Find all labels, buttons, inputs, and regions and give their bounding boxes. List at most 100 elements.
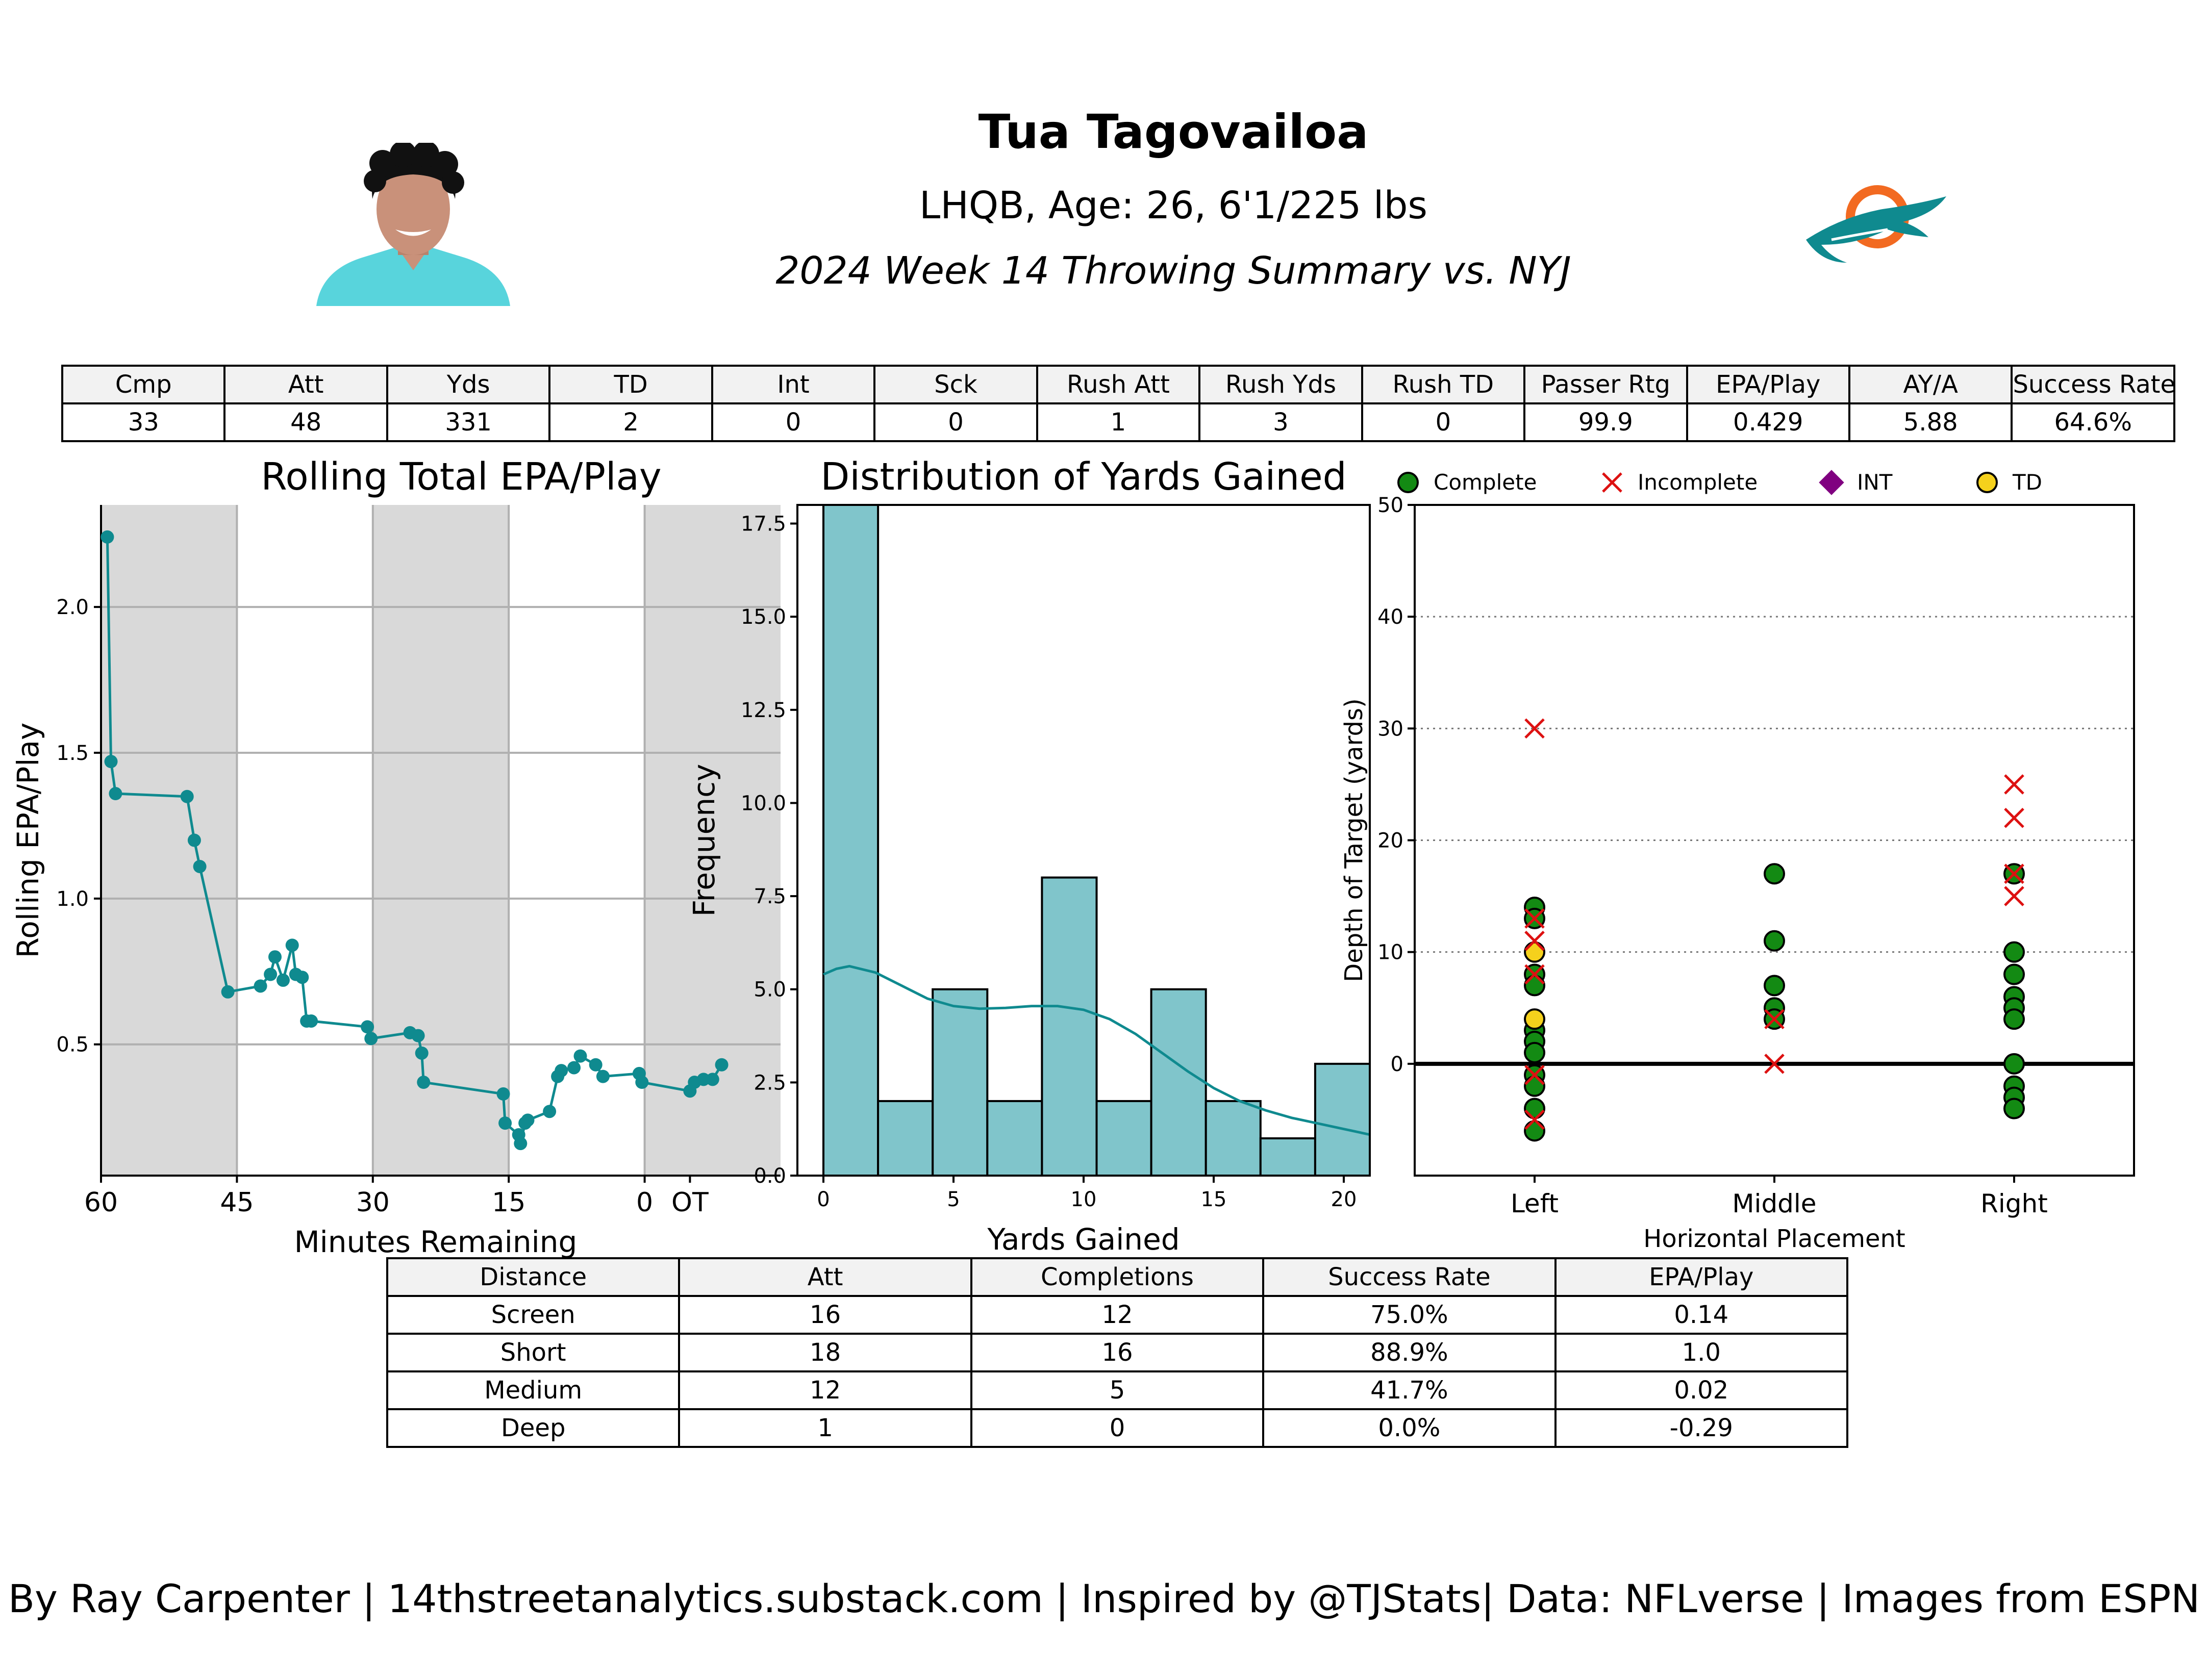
stats-header-cell: Success Rate: [2011, 365, 2175, 404]
x-tick-label: 20: [1331, 1188, 1357, 1211]
x-axis-label: Yards Gained: [987, 1222, 1180, 1257]
epa-point: [411, 1029, 425, 1042]
incomplete-point: [2004, 774, 2024, 795]
epa-point: [361, 1020, 374, 1034]
histogram-bar: [877, 1100, 934, 1177]
stats-header-cell: Int: [711, 365, 876, 404]
complete-point: [1764, 975, 1785, 997]
chart-title: Rolling Total EPA/Play: [261, 455, 661, 499]
y-tick-label: 10: [1377, 941, 1403, 964]
incomplete-point: [2004, 886, 2024, 906]
td-point: [1524, 1008, 1545, 1030]
epa-point: [706, 1073, 719, 1086]
epa-point: [193, 859, 207, 873]
distance-cell: 16: [970, 1333, 1265, 1372]
distance-row: Screen 16 12 75.0% 0.14: [386, 1295, 1849, 1335]
epa-point: [417, 1076, 431, 1089]
distance-cell: Screen: [386, 1295, 681, 1335]
y-tick-label: 1.0: [56, 887, 89, 911]
x-tick-label: 60: [84, 1187, 118, 1218]
td-point: [1976, 472, 1998, 493]
distance-cell: 0.14: [1554, 1295, 1849, 1335]
distance-header-cell: Success Rate: [1262, 1257, 1557, 1297]
x-tick-label: Middle: [1732, 1189, 1816, 1218]
stats-header-cell: EPA/Play: [1686, 365, 1850, 404]
x-tick-label: 0: [817, 1188, 830, 1211]
distance-header-cell: Att: [678, 1257, 972, 1297]
stats-value-cell: 99.9: [1523, 402, 1688, 442]
epa-point: [514, 1137, 528, 1151]
epa-point: [555, 1064, 568, 1078]
x-tick-label: 15: [1201, 1188, 1227, 1211]
x-tick-label: 45: [220, 1187, 254, 1218]
epa-point: [498, 1116, 512, 1130]
y-tick-label: 17.5: [741, 513, 786, 536]
distance-cell: 1: [678, 1408, 972, 1448]
epa-point: [101, 530, 114, 544]
target-depth-chart: 0 10 20 30 40 50 Left Middle Right Complete Incomp…: [1340, 470, 2135, 1253]
incomplete-point: [1524, 718, 1545, 739]
complete-point: [1524, 1120, 1545, 1142]
y-tick-label: 10.0: [741, 792, 786, 815]
distance-cell: 16: [678, 1295, 972, 1335]
x-axis-label: Minutes Remaining: [294, 1225, 578, 1259]
histogram-bar: [986, 1100, 1043, 1177]
player-headshot: [316, 143, 510, 306]
complete-point: [2003, 963, 2025, 985]
complete-point: [2003, 941, 2025, 963]
stats-header-cell: AY/A: [1848, 365, 2013, 404]
distance-row: Short 18 16 88.9% 1.0: [386, 1333, 1849, 1372]
epa-point: [521, 1113, 535, 1127]
incomplete-point: [1602, 472, 1622, 493]
stats-header-cell: Rush TD: [1361, 365, 1526, 404]
y-tick-label: 7.5: [754, 885, 786, 908]
complete-point: [1397, 472, 1419, 493]
stats-value-cell: 2: [548, 402, 713, 442]
int-point: [1819, 470, 1844, 495]
y-tick-label: 30: [1377, 717, 1403, 741]
histogram-bar: [1095, 1100, 1152, 1177]
stats-header-cell: Sck: [873, 365, 1038, 404]
stats-header-cell: Rush Att: [1036, 365, 1201, 404]
epa-point: [715, 1058, 729, 1072]
distance-table: Distance Att Completions Success Rate EPA/Pl…: [386, 1257, 1849, 1448]
y-tick-label: 15.0: [741, 605, 786, 629]
y-axis-label: Depth of Target (yards): [1340, 698, 1368, 982]
stats-header-cell: Att: [223, 365, 388, 404]
summary-title: 2024 Week 14 Throwing Summary vs. NYJ: [775, 249, 1571, 293]
y-tick-label: 2.5: [754, 1071, 786, 1094]
distance-cell: 75.0%: [1262, 1295, 1557, 1335]
epa-point: [295, 971, 309, 984]
histogram-bar: [1150, 988, 1207, 1177]
stats-value-cell: 48: [223, 402, 388, 442]
distance-cell: 0: [970, 1408, 1265, 1448]
plot-frame: [1414, 504, 2135, 1177]
x-tick-label: 30: [356, 1187, 390, 1218]
distance-cell: 12: [678, 1370, 972, 1410]
histogram-bar: [932, 988, 989, 1177]
incomplete-point: [1764, 1054, 1785, 1074]
x-axis-label: Horizontal Placement: [1643, 1225, 1905, 1253]
epa-point: [596, 1070, 610, 1083]
histogram-bar: [1041, 876, 1098, 1177]
y-tick-label: 0: [1391, 1053, 1403, 1076]
epa-point: [589, 1058, 603, 1072]
epa-point: [697, 1073, 711, 1086]
y-tick-label: 0.0: [754, 1164, 786, 1188]
stats-table: Cmp Att Yds TD Int Sck Rush Att Rush Yds Rush TD…: [61, 365, 2175, 442]
x-tick-label: 0: [636, 1187, 653, 1218]
complete-point: [1524, 1075, 1545, 1097]
epa-point: [187, 833, 201, 847]
epa-point: [180, 790, 194, 803]
y-tick-label: 40: [1377, 605, 1403, 629]
epa-point: [415, 1046, 429, 1060]
plot-frame: [796, 504, 1371, 1177]
epa-point: [567, 1061, 581, 1075]
x-tick-label: 5: [947, 1188, 960, 1211]
complete-point: [2003, 1098, 2025, 1119]
epa-point: [305, 1014, 318, 1028]
stats-value-cell: 0.429: [1686, 402, 1850, 442]
distance-cell: Short: [386, 1333, 681, 1372]
distance-cell: 0.02: [1554, 1370, 1849, 1410]
epa-point: [268, 950, 282, 964]
